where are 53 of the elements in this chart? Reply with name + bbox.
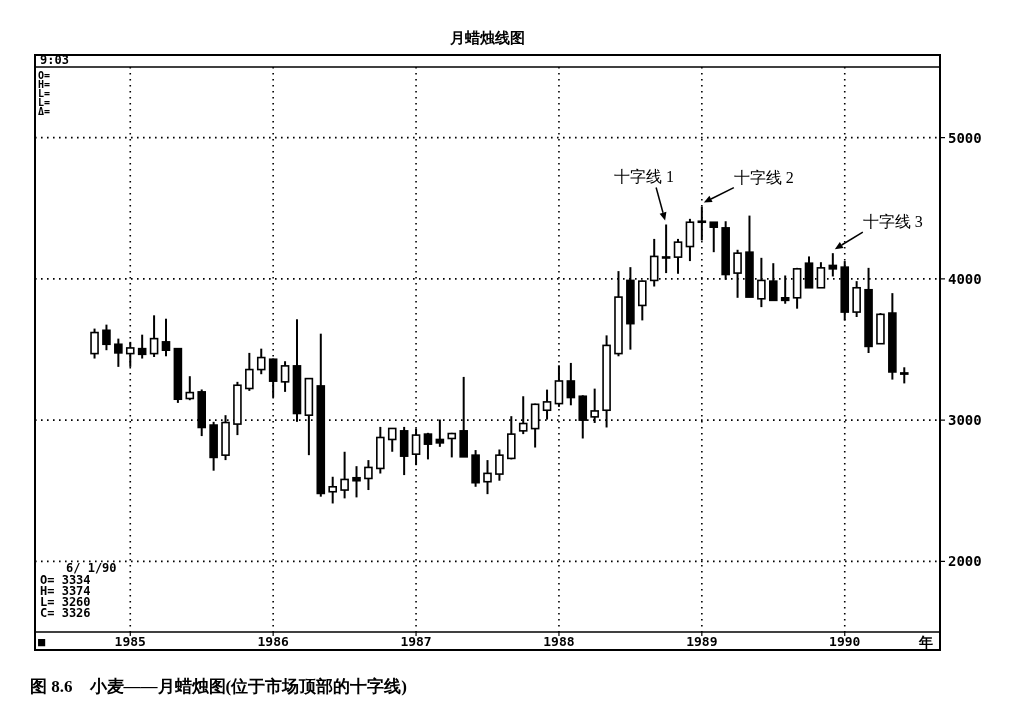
candlestick [554,364,564,408]
candlestick [709,221,719,254]
annotation: Δ= [38,106,51,117]
candlestick [673,237,683,275]
annotation: 6/ 1/90 [66,561,117,575]
candlestick [137,333,147,360]
candlestick [661,223,671,275]
y-tick-label: 2000 [948,553,982,570]
annotation: 十字线 2 [733,168,794,186]
annotation: L= [38,97,51,108]
x-axis-title: 年 [918,634,933,650]
y-tick-label: 3000 [948,412,982,429]
x-tick-label: 1990 [829,634,861,649]
annotation: L= 3260 [40,595,91,609]
candlestick [364,459,373,492]
candlestick [185,375,195,402]
candlestick [102,323,111,352]
candlestick [340,450,349,500]
candlestick [90,327,99,360]
candlestick [328,475,337,505]
x-tick-label: 1986 [257,634,289,649]
candlestick [423,431,433,461]
annotation: H= [38,79,51,90]
candlestick [149,314,159,358]
x-tick-label: 1988 [543,634,575,649]
x-tick-label: 1987 [400,634,432,649]
candlestick [161,317,171,358]
candlestick [483,459,492,496]
x-tick-label: 1989 [686,634,718,649]
caption: 图 8.6 小麦——月蜡烛图(位于市场顶部的十字线) [30,677,407,696]
candlestick [828,252,838,278]
y-tick-label: 4000 [948,270,982,287]
annotation: L= [38,88,51,99]
candlestick [387,427,397,453]
text: ■ [38,635,46,649]
candlestick [733,248,742,299]
annotation: C= 3326 [40,606,91,620]
candlestick [245,351,254,392]
annotation: 十字线 1 [614,168,675,186]
candlestick [114,337,123,368]
annotation: O= 3334 [40,573,91,587]
x-tick-label: 1985 [114,634,146,649]
candlestick [566,361,576,407]
y-tick-label: 5000 [948,129,982,146]
annotation: 十字线 3 [862,213,923,231]
candlestick [280,360,290,393]
candlestick [352,465,361,499]
candlestick [256,347,266,376]
annotation: H= 3374 [40,584,91,598]
chart-title: 月蜡烛线图 [449,29,525,47]
candlestick [495,448,504,482]
annotation: O= [38,70,51,81]
candlestick [447,431,457,459]
